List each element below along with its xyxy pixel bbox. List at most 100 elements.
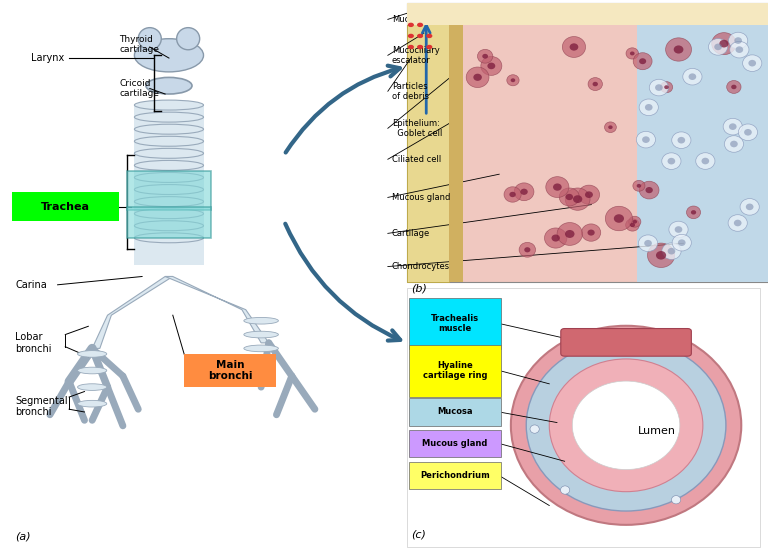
Ellipse shape — [134, 233, 204, 243]
Ellipse shape — [720, 40, 729, 48]
Circle shape — [408, 23, 414, 27]
Ellipse shape — [562, 36, 585, 58]
Ellipse shape — [578, 185, 600, 204]
Ellipse shape — [639, 58, 646, 64]
Ellipse shape — [588, 229, 594, 236]
Ellipse shape — [573, 195, 582, 203]
Text: (c): (c) — [411, 529, 425, 539]
Ellipse shape — [655, 84, 663, 91]
Ellipse shape — [714, 44, 722, 50]
Ellipse shape — [746, 204, 753, 210]
Ellipse shape — [565, 194, 573, 200]
Ellipse shape — [637, 184, 641, 187]
Ellipse shape — [729, 123, 737, 130]
Ellipse shape — [521, 189, 528, 195]
Ellipse shape — [669, 221, 688, 238]
Text: Ciliated cell: Ciliated cell — [392, 155, 441, 164]
Ellipse shape — [639, 181, 659, 199]
Ellipse shape — [78, 367, 107, 374]
Ellipse shape — [672, 132, 691, 149]
Ellipse shape — [604, 122, 617, 133]
Ellipse shape — [728, 215, 747, 231]
Ellipse shape — [565, 230, 574, 238]
Ellipse shape — [553, 184, 561, 191]
Ellipse shape — [633, 220, 637, 223]
Circle shape — [408, 45, 414, 49]
Ellipse shape — [639, 99, 658, 116]
Ellipse shape — [134, 208, 204, 218]
Ellipse shape — [701, 158, 709, 164]
Text: Cricoid
cartilage: Cricoid cartilage — [119, 79, 159, 98]
Text: Trachealis
muscle: Trachealis muscle — [431, 314, 479, 333]
Circle shape — [408, 34, 414, 38]
Ellipse shape — [134, 221, 204, 231]
Ellipse shape — [572, 381, 680, 469]
Ellipse shape — [709, 39, 728, 55]
Ellipse shape — [146, 77, 192, 94]
Ellipse shape — [565, 188, 590, 210]
Ellipse shape — [614, 214, 624, 223]
Ellipse shape — [731, 85, 737, 89]
Ellipse shape — [78, 351, 107, 357]
Ellipse shape — [244, 331, 278, 338]
Circle shape — [417, 34, 423, 38]
Bar — [407, 3, 768, 25]
FancyBboxPatch shape — [409, 462, 501, 489]
Circle shape — [417, 45, 423, 49]
Ellipse shape — [78, 384, 107, 390]
Ellipse shape — [633, 53, 652, 70]
Ellipse shape — [504, 187, 521, 202]
Ellipse shape — [570, 43, 578, 51]
Ellipse shape — [687, 206, 700, 218]
Ellipse shape — [740, 199, 760, 215]
Ellipse shape — [630, 223, 635, 227]
Ellipse shape — [629, 216, 641, 227]
Ellipse shape — [729, 32, 748, 49]
Ellipse shape — [637, 132, 656, 148]
Ellipse shape — [674, 45, 684, 54]
Ellipse shape — [478, 49, 493, 63]
Ellipse shape — [664, 85, 669, 89]
FancyBboxPatch shape — [409, 345, 501, 397]
Ellipse shape — [134, 112, 204, 122]
Ellipse shape — [509, 192, 516, 197]
Text: Mucociliary
escalator: Mucociliary escalator — [392, 45, 439, 65]
Ellipse shape — [473, 74, 482, 81]
Ellipse shape — [561, 486, 570, 494]
Polygon shape — [165, 276, 269, 343]
Ellipse shape — [177, 28, 200, 50]
Ellipse shape — [645, 187, 653, 193]
Text: Trachea: Trachea — [41, 202, 90, 212]
Text: Chondrocytes: Chondrocytes — [392, 262, 450, 271]
FancyBboxPatch shape — [127, 171, 211, 210]
Ellipse shape — [724, 135, 743, 152]
Ellipse shape — [727, 81, 741, 93]
Polygon shape — [134, 105, 204, 265]
Ellipse shape — [551, 234, 560, 242]
Text: Perichondrium: Perichondrium — [420, 471, 490, 480]
Ellipse shape — [730, 140, 738, 147]
Text: Segmental
bronchi: Segmental bronchi — [15, 395, 68, 418]
Ellipse shape — [677, 137, 685, 144]
Ellipse shape — [626, 48, 638, 59]
Ellipse shape — [683, 69, 702, 85]
Ellipse shape — [712, 33, 737, 55]
Text: Lobar
bronchi: Lobar bronchi — [15, 332, 52, 354]
Ellipse shape — [605, 206, 633, 231]
Ellipse shape — [626, 219, 639, 231]
Ellipse shape — [244, 345, 278, 352]
Ellipse shape — [134, 100, 204, 110]
Text: Particles
of debris: Particles of debris — [392, 81, 429, 101]
Ellipse shape — [244, 317, 278, 324]
Ellipse shape — [671, 495, 680, 504]
FancyBboxPatch shape — [409, 298, 501, 349]
Ellipse shape — [730, 41, 749, 58]
Ellipse shape — [134, 39, 204, 72]
Circle shape — [426, 45, 432, 49]
Ellipse shape — [642, 137, 650, 143]
Ellipse shape — [644, 240, 652, 247]
Text: Mucus: Mucus — [392, 15, 419, 24]
Bar — [407, 3, 449, 282]
Ellipse shape — [738, 124, 757, 140]
Ellipse shape — [588, 77, 602, 91]
